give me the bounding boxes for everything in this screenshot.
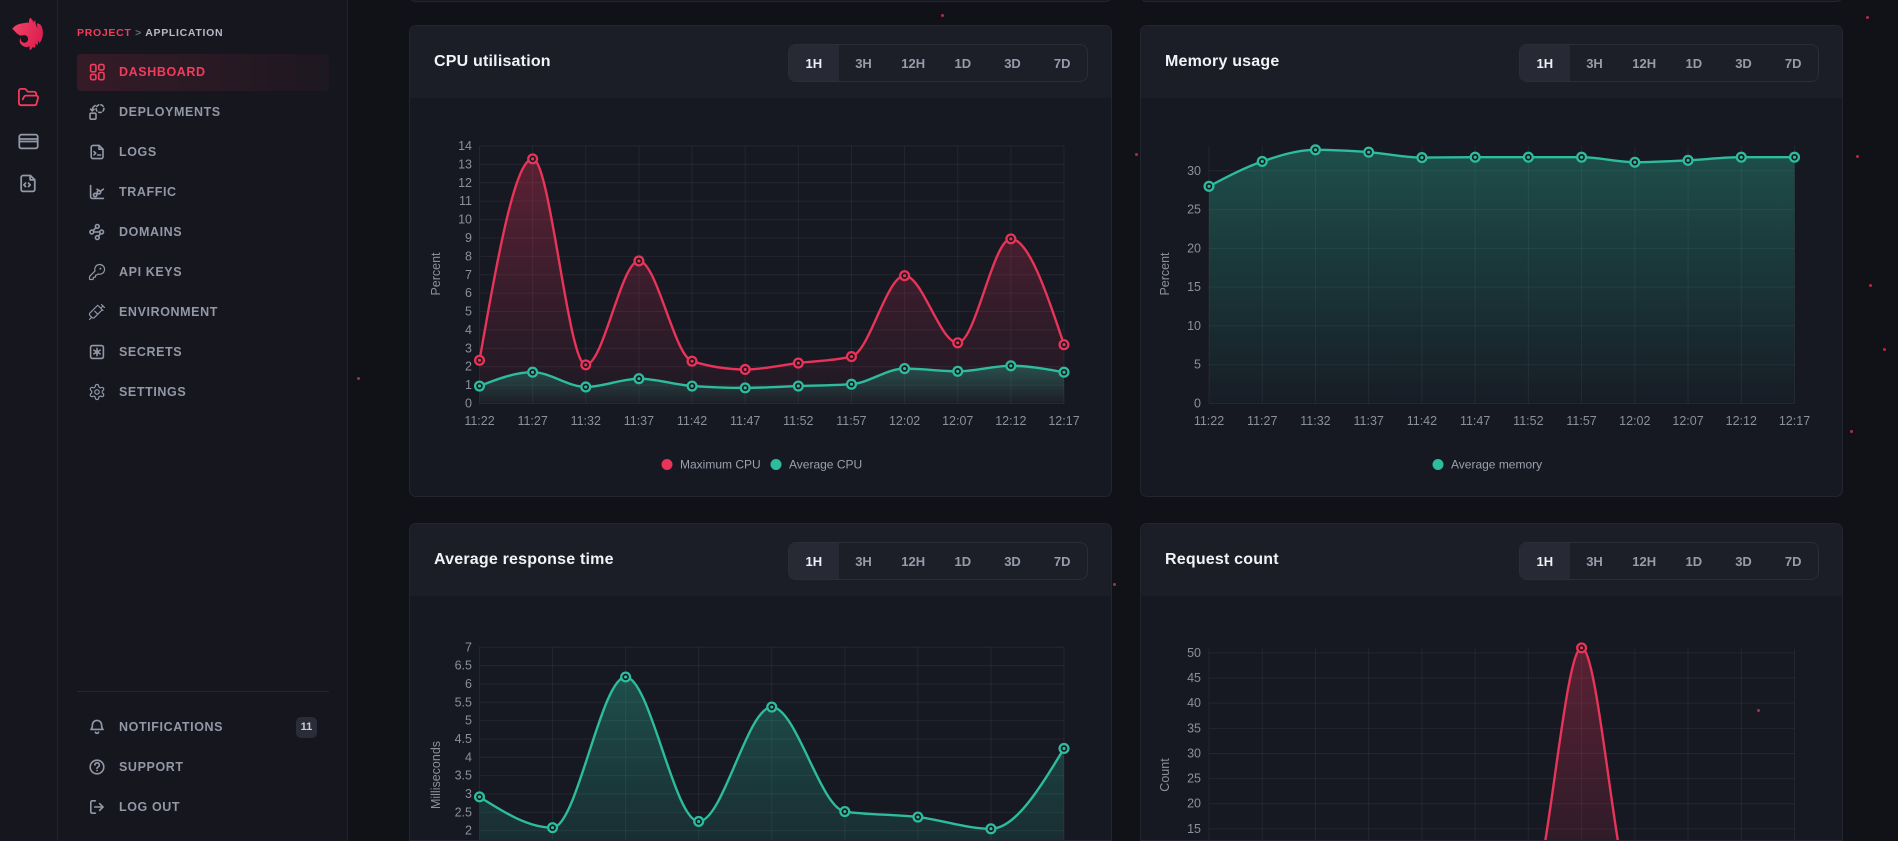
svg-text:Milliseconds: Milliseconds: [429, 741, 443, 809]
svg-text:5: 5: [1194, 358, 1201, 372]
svg-text:11:47: 11:47: [730, 414, 760, 428]
svg-text:11:42: 11:42: [1407, 414, 1437, 428]
svg-text:4: 4: [465, 750, 472, 764]
svg-text:8: 8: [465, 249, 472, 263]
svg-text:14: 14: [458, 139, 472, 153]
svg-text:6: 6: [465, 286, 472, 300]
svg-text:11:32: 11:32: [571, 414, 601, 428]
svg-text:11:47: 11:47: [1460, 414, 1490, 428]
svg-text:Percent: Percent: [429, 252, 443, 296]
svg-text:30: 30: [1187, 746, 1201, 760]
svg-text:12:02: 12:02: [889, 414, 920, 428]
svg-text:9: 9: [465, 231, 472, 245]
svg-text:7: 7: [465, 268, 472, 282]
svg-text:Percent: Percent: [1158, 252, 1172, 296]
svg-text:Average CPU: Average CPU: [789, 458, 862, 472]
svg-text:11:27: 11:27: [517, 414, 547, 428]
svg-text:15: 15: [1187, 822, 1201, 836]
svg-text:40: 40: [1187, 696, 1201, 710]
svg-text:12: 12: [458, 176, 472, 190]
svg-text:11:57: 11:57: [1566, 414, 1596, 428]
svg-text:35: 35: [1187, 721, 1201, 735]
svg-text:50: 50: [1187, 646, 1201, 660]
svg-text:12:17: 12:17: [1048, 414, 1079, 428]
svg-text:12:17: 12:17: [1779, 414, 1810, 428]
svg-text:20: 20: [1187, 797, 1201, 811]
svg-text:2: 2: [465, 824, 472, 838]
svg-text:11:32: 11:32: [1300, 414, 1330, 428]
svg-text:4.5: 4.5: [455, 732, 472, 746]
svg-text:11:52: 11:52: [783, 414, 813, 428]
svg-text:10: 10: [458, 213, 472, 227]
svg-text:10: 10: [1187, 319, 1201, 333]
svg-text:12:12: 12:12: [1726, 414, 1757, 428]
svg-text:12:07: 12:07: [1672, 414, 1703, 428]
svg-text:11:22: 11:22: [1194, 414, 1224, 428]
svg-text:6: 6: [465, 677, 472, 691]
svg-text:25: 25: [1187, 772, 1201, 786]
svg-text:12:12: 12:12: [995, 414, 1026, 428]
svg-text:11:37: 11:37: [624, 414, 654, 428]
svg-text:11:42: 11:42: [677, 414, 707, 428]
svg-text:5: 5: [465, 305, 472, 319]
svg-text:7: 7: [465, 640, 472, 654]
svg-text:1: 1: [465, 378, 472, 392]
svg-text:6.5: 6.5: [455, 659, 472, 673]
svg-text:3: 3: [465, 341, 472, 355]
svg-text:2.5: 2.5: [455, 805, 472, 819]
svg-text:5.5: 5.5: [455, 695, 472, 709]
svg-text:11:37: 11:37: [1354, 414, 1384, 428]
svg-text:30: 30: [1187, 164, 1201, 178]
svg-text:11:22: 11:22: [464, 414, 494, 428]
svg-text:11: 11: [459, 194, 472, 208]
svg-text:5: 5: [465, 714, 472, 728]
svg-text:20: 20: [1187, 241, 1201, 255]
svg-text:11:57: 11:57: [836, 414, 866, 428]
svg-text:45: 45: [1187, 671, 1201, 685]
svg-text:13: 13: [458, 157, 472, 171]
svg-text:11:27: 11:27: [1247, 414, 1277, 428]
svg-text:3.5: 3.5: [455, 769, 472, 783]
svg-text:0: 0: [465, 397, 472, 411]
svg-text:2: 2: [465, 360, 472, 374]
svg-text:12:02: 12:02: [1619, 414, 1650, 428]
svg-text:12:07: 12:07: [942, 414, 973, 428]
svg-text:Maximum CPU: Maximum CPU: [680, 458, 761, 472]
svg-text:Average memory: Average memory: [1451, 458, 1542, 472]
svg-text:4: 4: [465, 323, 472, 337]
svg-text:15: 15: [1187, 280, 1201, 294]
svg-text:Count: Count: [1158, 758, 1172, 792]
svg-text:25: 25: [1187, 203, 1201, 217]
svg-text:0: 0: [1194, 397, 1201, 411]
svg-text:11:52: 11:52: [1513, 414, 1543, 428]
svg-text:3: 3: [465, 787, 472, 801]
